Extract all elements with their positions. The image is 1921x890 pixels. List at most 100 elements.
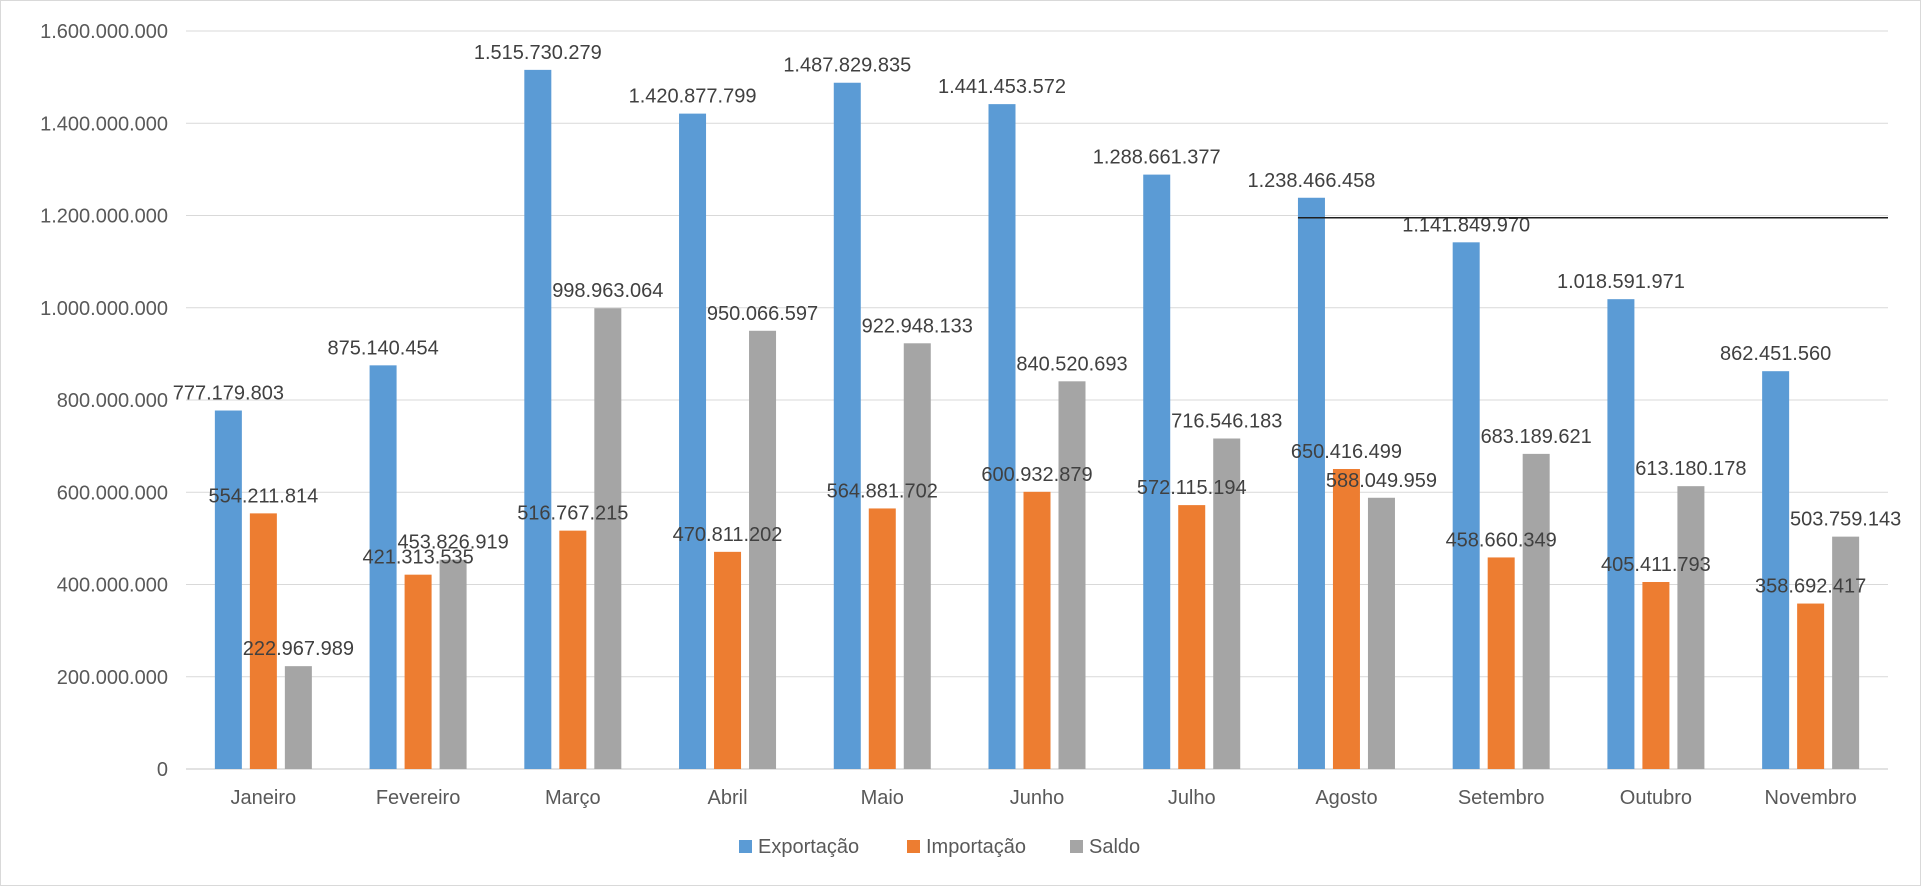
data-label: 777.179.803	[173, 383, 284, 405]
data-label: 613.180.178	[1635, 458, 1746, 480]
gridlines	[186, 30, 1888, 770]
data-label: 453.826.919	[397, 532, 508, 554]
bar-saldo	[749, 330, 777, 769]
data-label: 564.881.702	[827, 480, 938, 502]
bar-saldo	[1832, 536, 1860, 769]
data-label: 554.211.814	[208, 485, 318, 507]
bar-saldo	[1058, 381, 1086, 769]
x-tick-label: Outubro	[1620, 787, 1692, 809]
bar-saldo	[903, 343, 931, 769]
x-tick-label: Maio	[861, 787, 904, 809]
x-tick-label: Janeiro	[231, 787, 297, 809]
data-label: 1.018.591.971	[1557, 271, 1685, 293]
legend-swatch	[907, 840, 920, 853]
data-label: 998.963.064	[552, 280, 663, 302]
y-tick-label: 1.600.000.000	[40, 21, 168, 43]
bar-importa-o	[1023, 491, 1051, 769]
legend-swatch	[739, 840, 752, 853]
bar-importa-o	[714, 551, 742, 769]
bar-exporta-o	[214, 410, 242, 769]
data-label: 875.140.454	[327, 337, 438, 359]
bar-saldo	[439, 559, 467, 769]
data-label: 862.451.560	[1720, 343, 1831, 365]
data-label: 1.141.849.970	[1402, 214, 1530, 236]
data-label: 588.049.959	[1326, 470, 1437, 492]
y-tick-label: 1.200.000.000	[40, 206, 168, 228]
bar-exporta-o	[988, 104, 1016, 770]
data-label: 470.811.202	[673, 524, 783, 546]
bar-importa-o	[1332, 468, 1360, 769]
x-axis-ticks: Janeiro Fevereiro Março Abril Maio Junho Julho…	[231, 787, 1857, 809]
data-label: 1.441.453.572	[938, 76, 1066, 98]
legend-label: Exportação	[758, 836, 859, 858]
x-tick-label: Setembro	[1458, 787, 1545, 809]
bar-saldo	[1367, 497, 1395, 769]
bar-importa-o	[1642, 582, 1670, 769]
x-tick-label: Novembro	[1765, 787, 1857, 809]
y-axis-ticks: 0 200.000.000 400.000.000 600.000.000 800.00…	[40, 21, 168, 781]
bar-saldo	[1213, 438, 1241, 769]
bar-importa-o	[249, 513, 277, 769]
data-label: 1.238.466.458	[1248, 170, 1376, 192]
data-label: 572.115.194	[1137, 477, 1247, 499]
bar-exporta-o	[1607, 299, 1635, 769]
bar-exporta-o	[1452, 242, 1480, 769]
bar-exporta-o	[524, 69, 552, 770]
x-tick-label: Março	[545, 787, 601, 809]
x-tick-label: Agosto	[1315, 787, 1377, 809]
bar-saldo	[1677, 486, 1705, 769]
bar-exporta-o	[369, 365, 397, 769]
y-tick-label: 1.400.000.000	[40, 113, 168, 135]
data-labels: 777.179.803 554.211.814 222.967.989 875.140…	[173, 42, 1902, 660]
x-tick-label: Julho	[1168, 787, 1216, 809]
bar-importa-o	[1797, 603, 1825, 769]
data-label: 405.411.793	[1601, 554, 1711, 576]
y-tick-label: 0	[157, 759, 168, 781]
legend: Exportação Importação Saldo	[739, 836, 1140, 858]
y-tick-label: 400.000.000	[57, 575, 168, 597]
data-label: 458.660.349	[1446, 529, 1557, 551]
data-label: 600.932.879	[981, 464, 1092, 486]
data-label: 1.288.661.377	[1093, 147, 1221, 169]
legend-label: Saldo	[1089, 836, 1140, 858]
bar-exporta-o	[1297, 197, 1325, 770]
bar-importa-o	[1178, 505, 1206, 769]
data-label: 222.967.989	[243, 638, 354, 660]
x-tick-label: Fevereiro	[376, 787, 460, 809]
bar-exporta-o	[1762, 371, 1790, 769]
data-label: 516.767.215	[517, 503, 628, 525]
bar-exporta-o	[833, 82, 861, 770]
data-label: 922.948.133	[862, 315, 973, 337]
bar-importa-o	[1487, 557, 1515, 769]
y-tick-label: 800.000.000	[57, 390, 168, 412]
data-label: 358.692.417	[1755, 576, 1866, 598]
data-label: 950.066.597	[707, 303, 818, 325]
data-label: 683.189.621	[1481, 426, 1592, 448]
legend-swatch	[1070, 840, 1083, 853]
data-label: 716.546.183	[1171, 410, 1282, 432]
y-tick-label: 600.000.000	[57, 482, 168, 504]
data-label: 1.487.829.835	[783, 55, 911, 77]
data-label: 650.416.499	[1291, 441, 1402, 463]
legend-label: Importação	[926, 836, 1026, 858]
bar-exporta-o	[1143, 174, 1171, 770]
data-label: 421.313.535	[362, 547, 473, 569]
bar-importa-o	[868, 508, 896, 769]
bar-exporta-o	[679, 113, 707, 769]
bar-importa-o	[559, 530, 587, 769]
data-label: 503.759.143	[1790, 509, 1901, 531]
bars	[214, 69, 1860, 770]
x-tick-label: Junho	[1010, 787, 1065, 809]
data-label: 840.520.693	[1016, 353, 1127, 375]
bar-importa-o	[404, 574, 432, 769]
y-tick-label: 1.000.000.000	[40, 298, 168, 320]
bar-saldo	[594, 308, 622, 769]
x-tick-label: Abril	[708, 787, 748, 809]
y-tick-label: 200.000.000	[57, 667, 168, 689]
data-label: 1.515.730.279	[474, 42, 602, 64]
bar-saldo	[1522, 453, 1550, 769]
data-label: 1.420.877.799	[629, 86, 757, 108]
bar-saldo	[284, 666, 312, 769]
